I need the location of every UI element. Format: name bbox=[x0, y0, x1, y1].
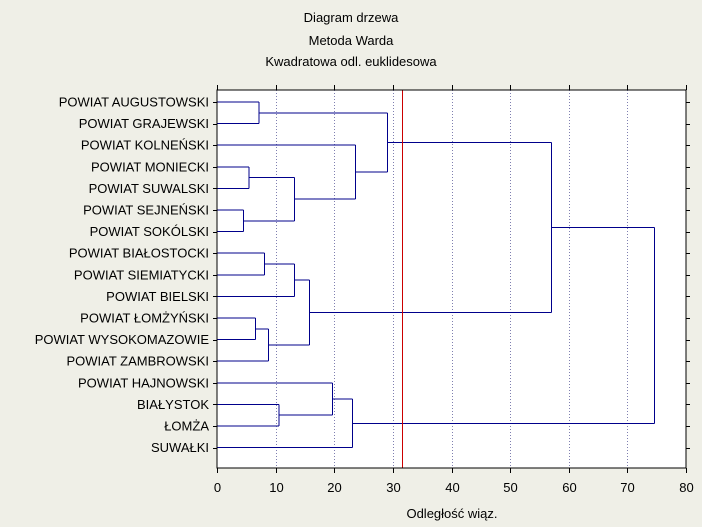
leaf-label: POWIAT MONIECKI bbox=[91, 159, 209, 174]
leaf-label: POWIAT ZAMBROWSKI bbox=[66, 354, 209, 369]
leaf-label: ŁOMŻA bbox=[164, 419, 209, 434]
x-tick-label: 10 bbox=[269, 480, 283, 495]
leaf-label: SUWAŁKI bbox=[151, 440, 209, 455]
x-tick-label: 70 bbox=[620, 480, 634, 495]
leaf-label: POWIAT GRAJEWSKI bbox=[79, 116, 209, 131]
grid-lines bbox=[276, 90, 628, 468]
leaf-label: BIAŁYSTOK bbox=[137, 397, 209, 412]
x-tick-label: 60 bbox=[562, 480, 576, 495]
chart-title-line-3: Kwadratowa odl. euklidesowa bbox=[265, 54, 437, 69]
leaf-labels: POWIAT AUGUSTOWSKI POWIAT GRAJEWSKI POWIAT… bbox=[35, 95, 210, 456]
x-tick-label: 30 bbox=[386, 480, 400, 495]
leaf-label: POWIAT SEJNEŃSKI bbox=[83, 203, 209, 218]
leaf-label: POWIAT SOKÓLSKI bbox=[90, 224, 209, 239]
x-tick-label: 0 bbox=[214, 480, 221, 495]
leaf-label: POWIAT HAJNOWSKI bbox=[78, 375, 209, 390]
leaf-label: POWIAT BIAŁOSTOCKI bbox=[69, 246, 209, 261]
dendrogram-tree bbox=[217, 101, 655, 449]
plot-frame bbox=[216, 89, 687, 469]
x-axis-title: Odległość wiąz. bbox=[406, 506, 497, 521]
x-tick-label: 40 bbox=[445, 480, 459, 495]
leaf-label: POWIAT WYSOKOMAZOWIE bbox=[35, 332, 210, 347]
y-axis-ticks bbox=[213, 102, 690, 449]
chart-title-line-1: Diagram drzewa bbox=[304, 10, 399, 25]
x-tick-label: 80 bbox=[679, 480, 693, 495]
x-tick-label: 50 bbox=[503, 480, 517, 495]
plot-area bbox=[217, 90, 686, 468]
leaf-label: POWIAT AUGUSTOWSKI bbox=[59, 95, 209, 110]
x-tick-label: 20 bbox=[327, 480, 341, 495]
leaf-label: POWIAT SIEMIATYCKI bbox=[74, 267, 209, 282]
leaf-label: POWIAT SUWALSKI bbox=[89, 181, 209, 196]
chart-title: Diagram drzewa Metoda Warda Kwadratowa o… bbox=[265, 10, 437, 69]
leaf-label: POWIAT ŁOMŻYŃSKI bbox=[80, 311, 209, 326]
leaf-label: POWIAT BIELSKI bbox=[106, 289, 209, 304]
x-axis-ticks: 0 10 20 30 40 50 60 70 80 bbox=[214, 85, 694, 495]
chart-title-line-2: Metoda Warda bbox=[309, 33, 395, 48]
leaf-label: POWIAT KOLNEŃSKI bbox=[81, 138, 209, 153]
